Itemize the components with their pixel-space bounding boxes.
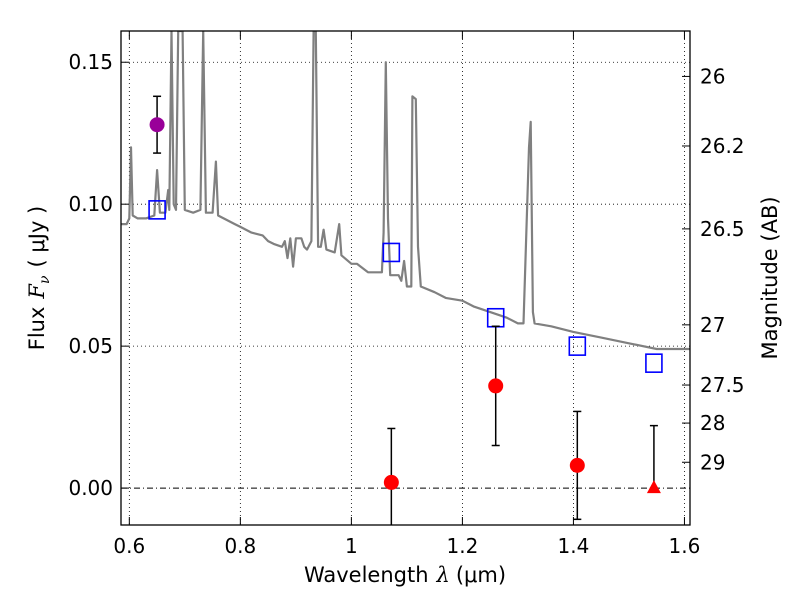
x-tick-label: 1	[345, 534, 358, 558]
x-axis-label-text: Wavelength	[304, 563, 429, 587]
data-point-circle	[383, 474, 399, 490]
x-axis-unit: (μm)	[456, 563, 506, 587]
y2-tick-label: 28	[700, 411, 725, 435]
template-spectrum-line	[121, 31, 690, 351]
y2-tick-label: 27.5	[700, 373, 745, 397]
y-axis-subscript: ν	[37, 275, 53, 284]
y-axis-label-text: Flux	[25, 307, 49, 351]
y-tick-label: 0.15	[68, 50, 113, 74]
plot-frame	[120, 30, 691, 526]
x-tick-label: 1.6	[669, 534, 701, 558]
x-tick-label: 1.2	[446, 534, 478, 558]
data-point-circle	[488, 378, 504, 394]
model-point-square	[645, 353, 663, 373]
x-axis-symbol: λ	[436, 563, 450, 587]
data-point-circle	[149, 117, 165, 133]
y2-tick-label: 29	[700, 450, 725, 474]
axis-ticks: 0.6 0.8 1 1.2 1.4 1.6 0.00 0.05 0.10 0.15 26 26.2 26…	[68, 31, 745, 558]
grid	[121, 31, 690, 525]
y-tick-label: 0.05	[68, 334, 113, 358]
data-point-circle	[569, 457, 585, 473]
upper-limit-triangle	[646, 480, 661, 494]
y2-axis-label: Magnitude (AB)	[758, 196, 782, 359]
y-tick-label: 0.00	[68, 476, 113, 500]
x-tick-label: 0.6	[113, 534, 145, 558]
markers	[148, 95, 663, 525]
x-axis-label: Wavelength λ (μm)	[304, 563, 506, 587]
x-tick-label: 1.4	[558, 534, 590, 558]
y-axis-unit: ( μJy )	[25, 206, 49, 268]
x-tick-label: 0.8	[224, 534, 256, 558]
y-tick-label: 0.10	[68, 192, 113, 216]
model-point-square	[148, 200, 166, 220]
plot-area	[121, 31, 690, 351]
y2-tick-label: 26.2	[700, 134, 745, 158]
model-point-square	[382, 242, 401, 263]
y2-tick-label: 26	[700, 64, 725, 88]
model-point-square	[568, 336, 587, 356]
y-axis-symbol: F	[25, 283, 49, 300]
y2-tick-label: 26.5	[700, 217, 745, 241]
y-axis-label: Flux Fν ( μJy )	[25, 206, 53, 350]
y2-tick-label: 27	[700, 313, 725, 337]
